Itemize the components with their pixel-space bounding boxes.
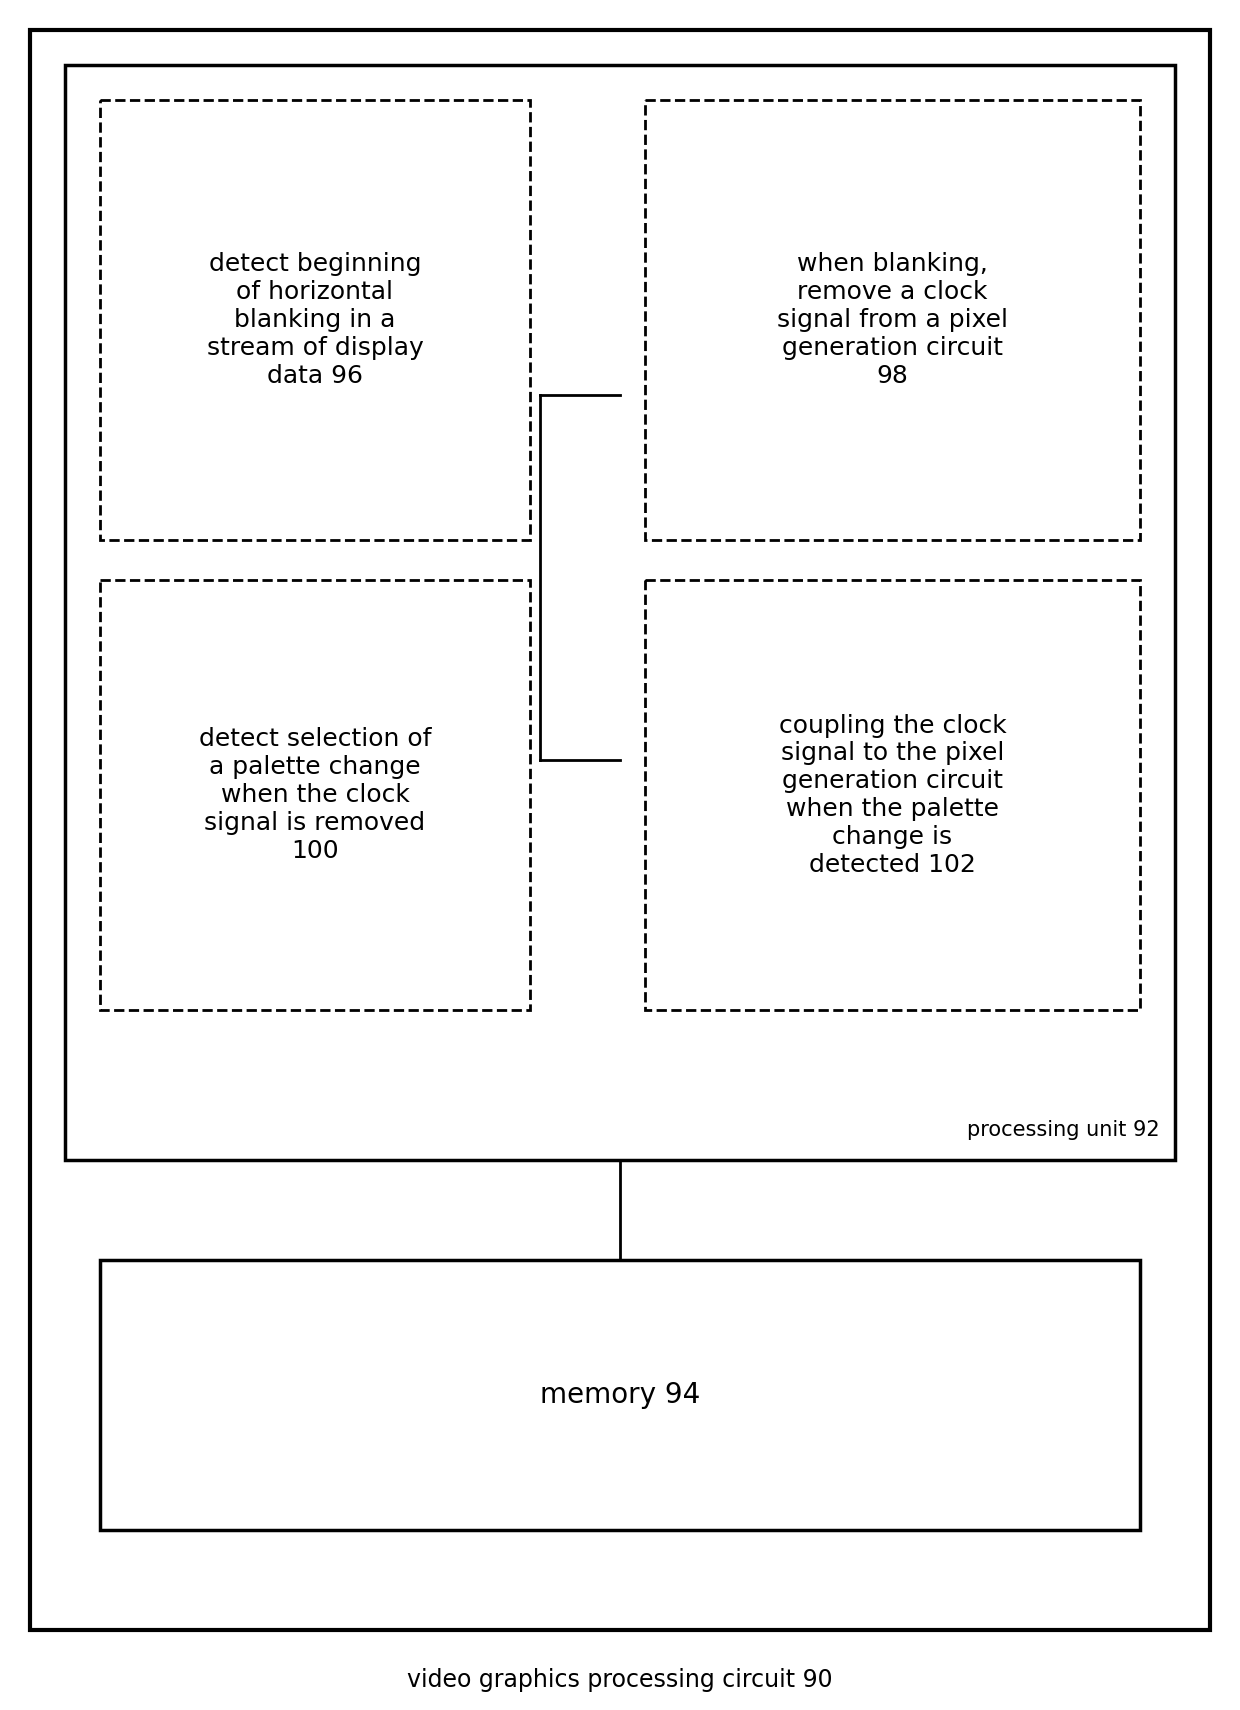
- Bar: [100, 1260, 1140, 1530]
- Bar: [645, 580, 1140, 1011]
- Text: video graphics processing circuit 90: video graphics processing circuit 90: [407, 1667, 833, 1691]
- Text: detect selection of
a palette change
when the clock
signal is removed
100: detect selection of a palette change whe…: [198, 727, 432, 862]
- Text: processing unit 92: processing unit 92: [967, 1120, 1159, 1141]
- Bar: [64, 65, 1176, 1159]
- Text: coupling the clock
signal to the pixel
generation circuit
when the palette
chang: coupling the clock signal to the pixel g…: [779, 713, 1007, 877]
- Bar: [100, 580, 529, 1011]
- Text: memory 94: memory 94: [539, 1382, 701, 1409]
- Text: detect beginning
of horizontal
blanking in a
stream of display
data 96: detect beginning of horizontal blanking …: [207, 253, 423, 388]
- Text: when blanking,
remove a clock
signal from a pixel
generation circuit
98: when blanking, remove a clock signal fro…: [777, 253, 1008, 388]
- Bar: [645, 99, 1140, 540]
- Bar: [100, 99, 529, 540]
